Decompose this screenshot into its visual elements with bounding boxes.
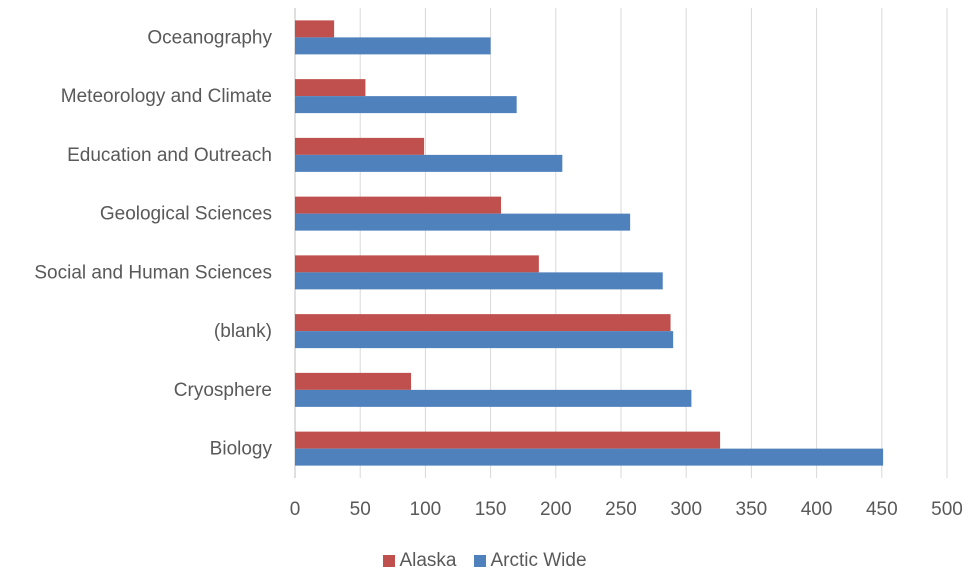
category-label-biology: Biology [210,439,273,460]
category-label-blank: (blank) [214,321,272,342]
bars [295,20,884,466]
category-label-education-and-outreach: Education and Outreach [67,145,272,166]
x-tick-label-50: 50 [350,499,371,520]
legend: Alaska Arctic Wide [0,547,970,575]
bar-alaska-meteorology-and-climate [295,79,366,97]
x-tick-label-450: 450 [866,499,898,520]
category-label-cryosphere: Cryosphere [174,380,272,401]
bar-alaska-education-and-outreach [295,137,425,155]
x-tick-label-200: 200 [540,499,572,520]
category-label-geological-sciences: Geological Sciences [100,204,272,225]
x-tick-label-250: 250 [605,499,637,520]
legend-item-arctic-wide: Arctic Wide [474,550,587,572]
bar-alaska-blank [295,314,671,332]
category-label-oceanography: Oceanography [147,27,272,48]
legend-swatch-alaska [383,555,396,567]
bar-alaska-oceanography [295,20,335,38]
x-tick-label-300: 300 [670,499,702,520]
legend-swatch-arctic-wide [474,555,487,567]
bar-alaska-cryosphere [295,372,412,390]
gridlines [294,8,948,478]
bar-arctic-wide-cryosphere [295,389,692,407]
bar-alaska-geological-sciences [295,196,502,214]
bar-arctic-wide-social-and-human-sciences [295,272,663,290]
bar-arctic-wide-meteorology-and-climate [295,96,517,114]
category-label-social-and-human-sciences: Social and Human Sciences [34,262,272,283]
x-tick-label-150: 150 [475,499,507,520]
bar-arctic-wide-oceanography [295,37,491,55]
x-tick-label-500: 500 [931,499,963,520]
x-tick-label-0: 0 [290,499,301,520]
x-tick-label-400: 400 [801,499,833,520]
x-tick-label-100: 100 [410,499,442,520]
category-label-meteorology-and-climate: Meteorology and Climate [61,86,272,107]
bar-arctic-wide-biology [295,448,884,466]
category-labels: Biology Cryosphere (blank) Social and Human… [34,27,272,459]
x-tick-label-350: 350 [736,499,768,520]
legend-label-alaska: Alaska [399,550,457,571]
x-tick-labels: 0 50 100 150 200 250 300 350 400 450 500 [290,499,963,520]
bar-arctic-wide-blank [295,331,674,349]
bar-arctic-wide-geological-sciences [295,213,631,231]
bar-arctic-wide-education-and-outreach [295,154,563,172]
bar-alaska-biology [295,431,721,449]
legend-item-alaska: Alaska [383,550,456,572]
bar-alaska-social-and-human-sciences [295,255,539,273]
legend-label-arctic-wide: Arctic Wide [490,550,587,571]
